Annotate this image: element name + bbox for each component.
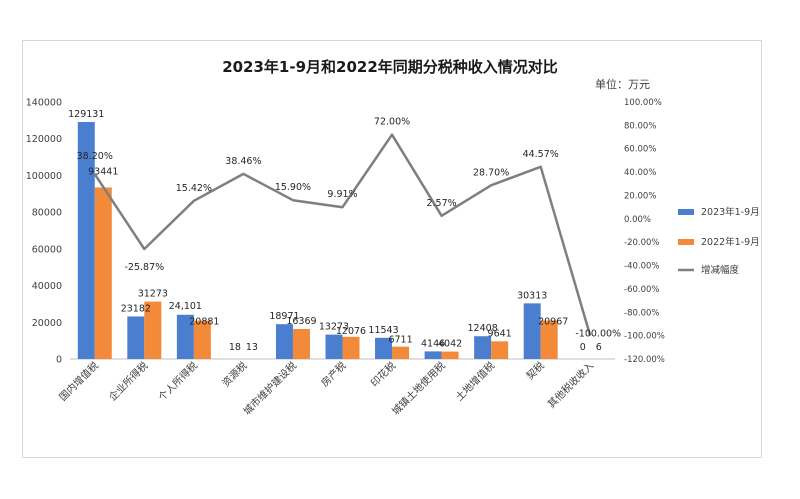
category-label: 国内增值税 xyxy=(56,359,101,404)
right-tick-label: -20.00% xyxy=(624,238,659,248)
bar-2023 xyxy=(127,316,145,359)
category-label: 资源税 xyxy=(219,359,249,389)
left-tick-label: 80000 xyxy=(32,208,62,219)
bar-2023 xyxy=(77,121,95,359)
right-tick-label: 60.00% xyxy=(624,145,656,155)
bar-data-label: 18 xyxy=(229,342,241,353)
bar-2022 xyxy=(94,187,112,359)
right-tick-label: -40.00% xyxy=(624,262,659,272)
line-data-label: -25.87% xyxy=(124,262,164,273)
left-axis-ticks: 0 20000 40000 60000 80000 100000 120000 140000 xyxy=(26,98,62,366)
category-label: 印花税 xyxy=(368,359,398,389)
bar-data-label: 11543 xyxy=(368,325,398,336)
bar-2022 xyxy=(540,320,558,359)
left-tick-label: 60000 xyxy=(32,244,62,255)
left-tick-label: 120000 xyxy=(26,134,62,145)
bar-data-label: 20881 xyxy=(189,317,219,328)
bar-data-label: 12408 xyxy=(468,323,498,334)
bar-data-label: 16369 xyxy=(286,316,316,327)
bar-2023 xyxy=(523,303,541,359)
category-label: 土地增值税 xyxy=(453,359,498,404)
bar-data-label: 13273 xyxy=(319,322,349,333)
line-data-label: 15.42% xyxy=(176,183,212,194)
right-tick-label: -120.00% xyxy=(624,355,665,365)
right-tick-label: 20.00% xyxy=(624,191,656,201)
right-tick-label: 40.00% xyxy=(624,168,656,178)
bar-data-label: 18971 xyxy=(269,311,299,322)
bar-2023 xyxy=(474,336,492,359)
right-tick-label: -80.00% xyxy=(624,308,659,318)
bar-data-label: 129131 xyxy=(68,109,104,120)
line-series xyxy=(93,133,592,336)
line-data-label: 28.70% xyxy=(473,167,509,178)
bar-2023 xyxy=(275,324,293,359)
bar-2022 xyxy=(342,336,360,359)
line-data-label: 15.90% xyxy=(275,182,311,193)
legend-swatch xyxy=(678,239,694,245)
bar-data-label: 24,101 xyxy=(169,301,202,312)
bar-series xyxy=(77,121,608,359)
category-label: 契税 xyxy=(523,359,546,382)
bar-2022 xyxy=(193,320,211,359)
bar-2023 xyxy=(424,351,442,359)
bar-2022 xyxy=(144,301,162,359)
bar-data-label: 20967 xyxy=(538,317,568,328)
legend-swatch xyxy=(678,209,694,215)
line-data-label: 44.57% xyxy=(523,149,559,160)
left-tick-label: 140000 xyxy=(26,98,62,109)
legend-label: 增减幅度 xyxy=(701,264,740,276)
right-axis-ticks: -120.00% -100.00% -80.00% -60.00% -40.00% -20… xyxy=(624,98,665,365)
bar-data-label: 6 xyxy=(596,342,602,353)
bar-2022 xyxy=(292,328,310,359)
bar-2022 xyxy=(491,341,509,359)
line-data-label: 38.46% xyxy=(225,156,261,167)
right-tick-label: 80.00% xyxy=(624,121,656,131)
bar-data-label: 23182 xyxy=(121,303,151,314)
legend-label: 2023年1-9月 xyxy=(701,206,760,218)
left-tick-label: 20000 xyxy=(32,318,62,329)
right-tick-label: 100.00% xyxy=(624,98,662,108)
right-tick-label: -100.00% xyxy=(624,332,665,342)
bar-data-label: 6711 xyxy=(388,335,412,346)
line-data-labels: 38.20% -25.87% 15.42% 38.46% 15.90% 9.91% 72.0… xyxy=(77,117,621,340)
category-label: 个人所得税 xyxy=(155,359,200,404)
left-tick-label: 100000 xyxy=(26,171,62,182)
bar-2022 xyxy=(441,351,459,359)
bar-data-labels: 129131 23182 24,101 18 18971 13273 11543 4146 12… xyxy=(68,109,602,353)
right-tick-label: -60.00% xyxy=(624,285,659,295)
bar-2023 xyxy=(176,314,194,359)
bar-data-label: 4146 xyxy=(421,338,445,349)
line-data-label: -100.00% xyxy=(575,329,621,340)
left-tick-label: 0 xyxy=(56,355,62,366)
right-tick-label: 0.00% xyxy=(624,215,651,225)
line-data-label: 38.20% xyxy=(77,151,113,162)
line-data-label: 9.91% xyxy=(327,189,357,200)
bar-data-label: 0 xyxy=(580,342,586,353)
bar-2023 xyxy=(375,337,393,359)
bar-2022 xyxy=(392,346,410,359)
line-data-label: 72.00% xyxy=(374,117,410,128)
chart-title: 2023年1-9月和2022年同期分税种收入情况对比 xyxy=(222,58,558,76)
line-data-label: 2.57% xyxy=(426,198,456,209)
unit-label: 单位：万元 xyxy=(595,77,650,91)
bar-data-label: 93441 xyxy=(88,166,118,177)
left-tick-label: 40000 xyxy=(32,281,62,292)
bar-data-label: 30313 xyxy=(517,290,547,301)
category-label: 城镇土地使用税 xyxy=(389,359,448,418)
bar-data-label: 12076 xyxy=(336,326,366,337)
category-label: 其他税收收入 xyxy=(545,359,597,411)
bar-data-label: 13 xyxy=(246,342,258,353)
category-label: 企业所得税 xyxy=(106,359,151,404)
bar-data-label: 9641 xyxy=(488,328,512,339)
category-label: 房产税 xyxy=(318,359,348,389)
bar-data-label: 4042 xyxy=(438,339,462,350)
legend-label: 2022年1-9月 xyxy=(701,236,760,248)
category-label: 城市维护建设税 xyxy=(240,359,299,418)
bar-data-label: 31273 xyxy=(138,289,168,300)
bar-2023 xyxy=(325,334,343,359)
